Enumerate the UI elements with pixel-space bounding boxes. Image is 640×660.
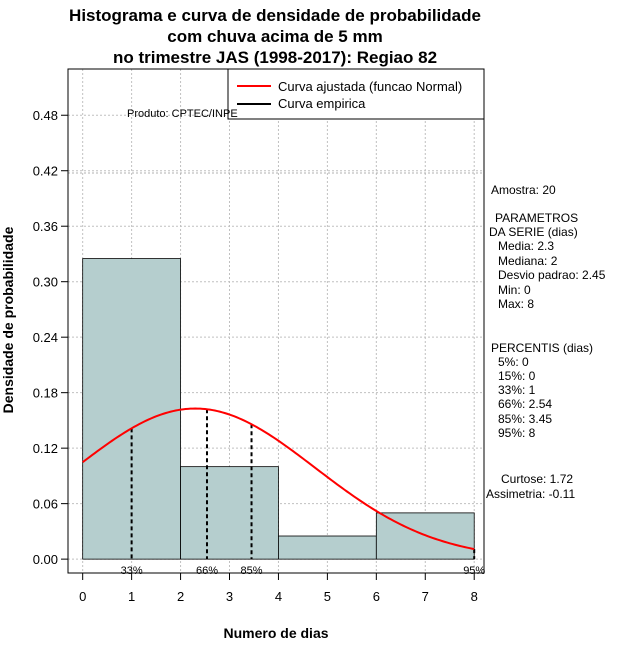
percentil-66: 66%: 2.54: [498, 397, 552, 411]
chart-title-line-3: no trimestre JAS (1998-2017): Regiao 82: [113, 48, 437, 67]
percentil-15: 15%: 0: [498, 369, 536, 383]
params-title-1: PARAMETROS: [495, 211, 578, 225]
legend-label-normal: Curva ajustada (funcao Normal): [278, 79, 462, 94]
x-axis: 0 1 2 3 4 5 6 7 8: [79, 572, 478, 604]
chart-title-line-2: com chuva acima de 5 mm: [167, 27, 382, 46]
param-mean: Media: 2.3: [498, 239, 554, 253]
histogram-bars: [82, 258, 475, 560]
percentil-33: 33%: 1: [498, 383, 536, 397]
percentil-85: 85%: 3.45: [498, 412, 552, 426]
y-tick-label: 0.18: [33, 386, 58, 401]
x-tick-label: 3: [226, 589, 233, 604]
x-tick-label: 7: [422, 589, 429, 604]
credit-text: Produto: CPTEC/INPE: [127, 108, 238, 120]
y-axis-label: Densidade de probabilidade: [0, 226, 16, 413]
y-tick-label: 0.30: [33, 275, 58, 290]
x-tick-label: 4: [275, 589, 282, 604]
y-tick-label: 0.48: [33, 108, 58, 123]
param-median: Mediana: 2: [498, 254, 558, 268]
y-tick-label: 0.24: [33, 330, 58, 345]
percentile-lines: 33% 66% 85% 95%: [121, 409, 485, 577]
skewness: Assimetria: -0.11: [486, 487, 575, 501]
x-tick-label: 0: [79, 589, 86, 604]
chart-title-line-1: Histograma e curva de densidade de proba…: [69, 6, 481, 25]
percentile-label: 95%: [463, 565, 485, 577]
stats-panel: Amostra: 20 PARAMETROS DA SERIE (dias) M…: [486, 183, 606, 501]
histogram-bar: [278, 535, 377, 560]
param-max: Max: 8: [498, 297, 534, 311]
x-tick-label: 1: [128, 589, 135, 604]
percentile-label: 66%: [196, 565, 218, 577]
sample-size: Amostra: 20: [491, 183, 556, 197]
normal-fit-curve: [82, 407, 475, 551]
x-tick-label: 6: [373, 589, 380, 604]
histogram-bar: [180, 466, 279, 560]
x-axis-label: Numero de dias: [223, 625, 328, 641]
percentile-label: 33%: [121, 565, 143, 577]
y-tick-label: 0.36: [33, 219, 58, 234]
x-tick-label: 2: [177, 589, 184, 604]
y-tick-label: 0.12: [33, 441, 58, 456]
percentis-title: PERCENTIS (dias): [491, 341, 593, 355]
percentil-5: 5%: 0: [498, 355, 529, 369]
y-axis: 0.00 0.06 0.12 0.18 0.24 0.30 0.36 0.42 0.48: [33, 108, 68, 567]
y-tick-label: 0.06: [33, 497, 58, 512]
y-tick-label: 0.00: [33, 552, 58, 567]
legend: Curva ajustada (funcao Normal) Curva emp…: [227, 68, 485, 120]
percentile-label: 85%: [241, 565, 263, 577]
params-title-2: DA SERIE (dias): [489, 225, 578, 239]
legend-label-empirical: Curva empirica: [278, 96, 366, 111]
x-tick-label: 5: [324, 589, 331, 604]
percentil-95: 95%: 8: [498, 426, 536, 440]
param-min: Min: 0: [498, 283, 531, 297]
y-tick-label: 0.42: [33, 164, 58, 179]
param-sd: Desvio padrao: 2.45: [498, 268, 606, 282]
legend-box: [227, 68, 485, 120]
x-tick-label: 8: [471, 589, 478, 604]
kurtosis: Curtose: 1.72: [501, 472, 573, 486]
